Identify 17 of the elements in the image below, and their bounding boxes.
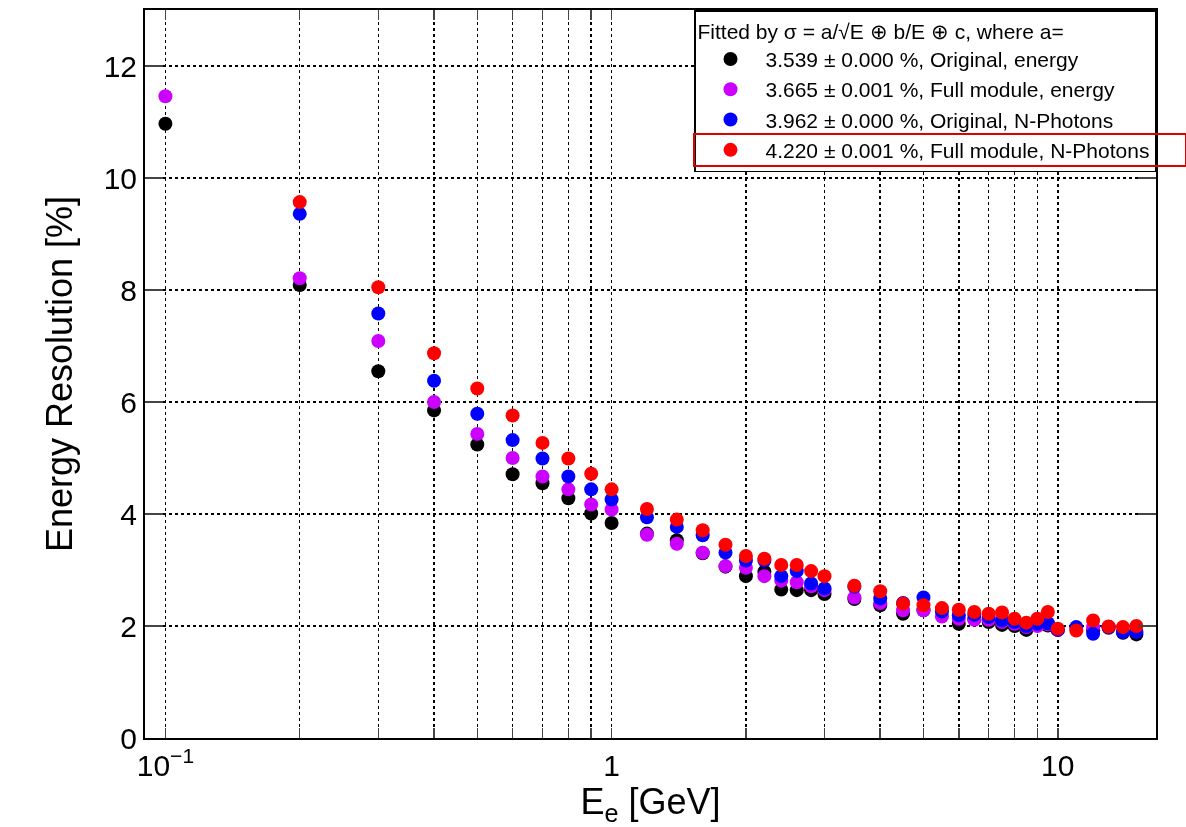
y-axis-title: Energy Resolution [%]: [39, 195, 81, 553]
y-tick-label: 2: [120, 609, 137, 643]
x-axis-title: E$_{e}$ [GeV]: [580, 781, 721, 827]
x-tick-label: 1: [603, 749, 620, 782]
y-tick-label: 10: [103, 161, 137, 195]
legend-label: 3.539 ± 0.000 %, Original, energy: [765, 48, 1079, 72]
x-tick-label: 10: [1041, 749, 1075, 782]
legend-title: Fitted by σ = a/√E ⊕ b/E ⊕ c, where a=: [697, 19, 1064, 43]
y-tick-label: 12: [103, 49, 137, 83]
y-tick-label: 0: [120, 721, 137, 755]
x-tick-label: 10$^{−1}$: [136, 744, 195, 782]
legend-label: 4.220 ± 0.001 %, Full module, N-Photons: [765, 139, 1150, 163]
y-tick-label: 6: [120, 385, 137, 419]
legend-label: 3.665 ± 0.001 %, Full module, energy: [765, 78, 1115, 102]
y-tick-label: 4: [120, 497, 137, 531]
y-tick-label: 8: [120, 273, 137, 307]
legend-label: 3.962 ± 0.000 %, Original, N-Photons: [765, 108, 1114, 132]
